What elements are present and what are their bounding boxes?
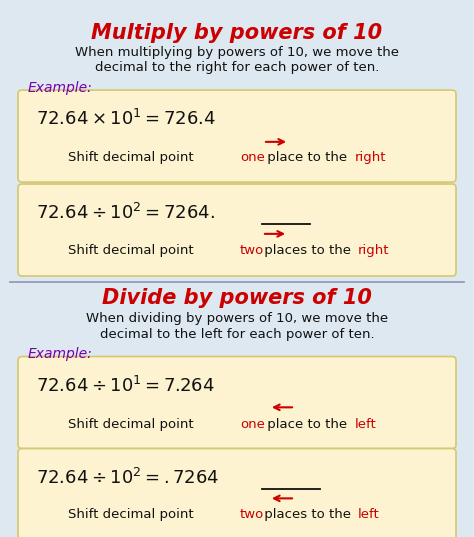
Text: Shift decimal point: Shift decimal point (68, 508, 198, 521)
Text: Shift decimal point: Shift decimal point (68, 418, 198, 431)
Text: Shift decimal point: Shift decimal point (68, 244, 198, 257)
Text: one: one (240, 151, 265, 164)
Text: place to the: place to the (263, 418, 351, 431)
Text: left: left (358, 508, 380, 521)
Text: decimal to the right for each power of ten.: decimal to the right for each power of t… (95, 61, 379, 74)
Text: right: right (355, 151, 386, 164)
Text: one: one (240, 418, 265, 431)
FancyBboxPatch shape (18, 448, 456, 537)
Text: place to the: place to the (263, 151, 351, 164)
Text: Divide by powers of 10: Divide by powers of 10 (102, 287, 372, 308)
Text: Example:: Example: (28, 81, 93, 95)
Text: two: two (240, 244, 264, 257)
Text: two: two (240, 508, 264, 521)
Text: $72.64\times10^1 = 726.4$: $72.64\times10^1 = 726.4$ (36, 109, 216, 129)
FancyBboxPatch shape (18, 184, 456, 276)
Text: left: left (355, 418, 377, 431)
Text: right: right (358, 244, 390, 257)
Text: Shift decimal point: Shift decimal point (68, 151, 198, 164)
Text: Multiply by powers of 10: Multiply by powers of 10 (91, 23, 383, 43)
Text: $72.64\div10^2 = 7264.$: $72.64\div10^2 = 7264.$ (36, 203, 215, 223)
Text: $72.64\div10^2 = .7264$: $72.64\div10^2 = .7264$ (36, 468, 219, 488)
Text: $72.64\div10^1 = 7.264$: $72.64\div10^1 = 7.264$ (36, 376, 215, 396)
Text: When dividing by powers of 10, we move the: When dividing by powers of 10, we move t… (86, 313, 388, 325)
FancyBboxPatch shape (18, 90, 456, 182)
Text: places to the: places to the (260, 244, 355, 257)
Text: When multiplying by powers of 10, we move the: When multiplying by powers of 10, we mov… (75, 46, 399, 59)
FancyBboxPatch shape (18, 357, 456, 448)
Text: Example:: Example: (28, 347, 93, 361)
Text: places to the: places to the (260, 508, 355, 521)
Text: decimal to the left for each power of ten.: decimal to the left for each power of te… (100, 328, 374, 341)
